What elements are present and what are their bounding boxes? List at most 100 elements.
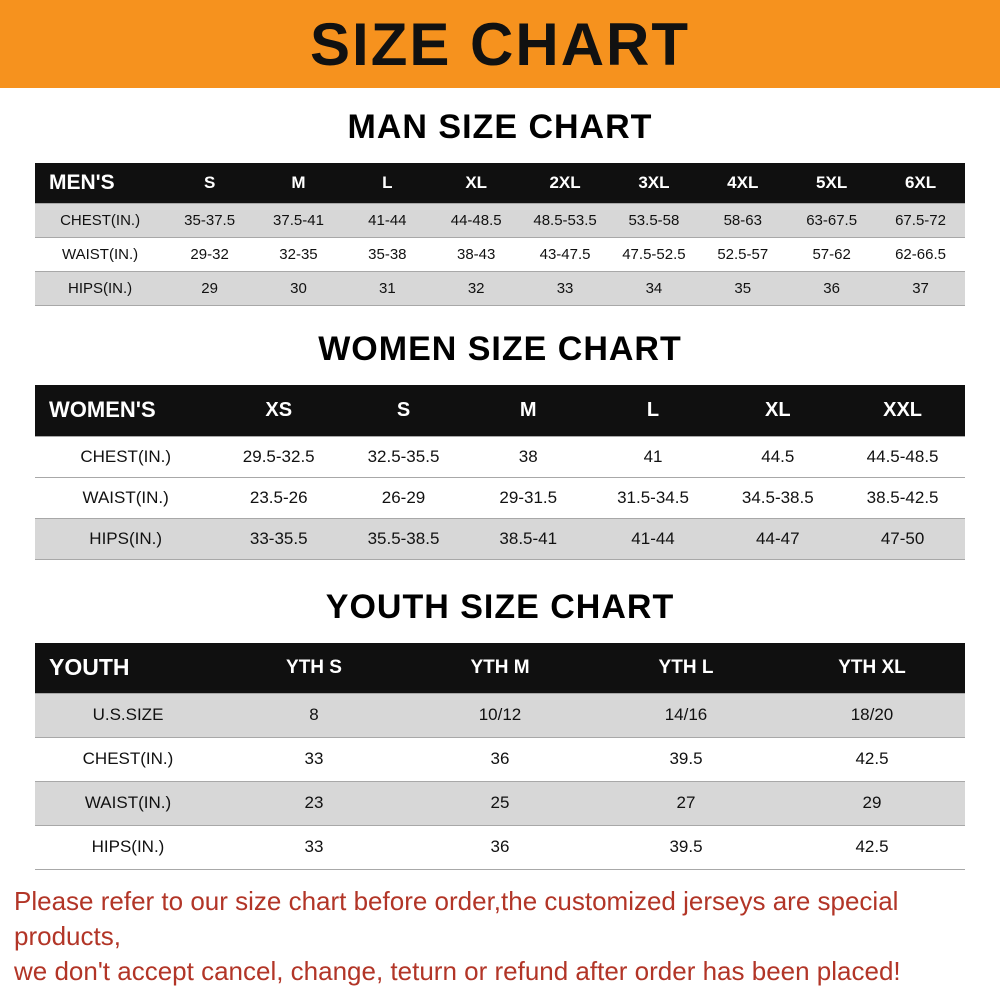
size-value: 33 bbox=[304, 837, 324, 856]
women-section-title: WOMEN SIZE CHART bbox=[318, 329, 682, 368]
size-value: 31.5-34.5 bbox=[617, 488, 689, 507]
size-value: 52.5-57 bbox=[717, 245, 769, 263]
size-value: 29-31.5 bbox=[499, 488, 558, 507]
row-label: HIPS(IN.) bbox=[91, 837, 165, 856]
row-label: CHEST(IN.) bbox=[60, 211, 141, 229]
footer-note: Please refer to our size chart before or… bbox=[14, 884, 1000, 989]
size-value: 29-32 bbox=[190, 245, 229, 263]
man-section-title: MAN SIZE CHART bbox=[347, 108, 653, 146]
size-value: 63-67.5 bbox=[806, 211, 858, 229]
size-value: 33 bbox=[304, 749, 324, 768]
row-label: CHEST(IN.) bbox=[80, 447, 171, 466]
size-value: 44.5 bbox=[761, 447, 795, 466]
table-row: HIPS(IN.) 33-35.5 35.5-38.5 38.5-41 41-44 44-… bbox=[35, 518, 965, 560]
table-row: CHEST(IN.) 29.5-32.5 32.5-35.5 38 41 44.5 44.5… bbox=[35, 436, 965, 478]
size-value: 33 bbox=[556, 279, 574, 297]
size-value: 58-63 bbox=[723, 211, 762, 229]
size-value: 38.5-41 bbox=[499, 529, 558, 548]
table-row: U.S.SIZE 8 10/12 14/16 18/20 bbox=[35, 693, 965, 737]
size-value: 29.5-32.5 bbox=[242, 447, 315, 466]
size-column-header: YTH XL bbox=[838, 656, 906, 678]
table-row: WAIST(IN.) 29-32 32-35 35-38 38-43 43-47.5 47.… bbox=[35, 237, 965, 271]
size-column-header: XL bbox=[765, 398, 791, 421]
size-chart-banner: SIZE CHART bbox=[0, 0, 1000, 88]
size-value: 23 bbox=[304, 793, 324, 812]
size-value: 35.5-38.5 bbox=[367, 529, 440, 548]
size-value: 34 bbox=[645, 279, 663, 297]
size-value: 39.5 bbox=[669, 837, 703, 856]
size-column-header: 6XL bbox=[904, 172, 937, 192]
size-column-header: XL bbox=[465, 172, 488, 192]
table-row: WAIST(IN.) 23.5-26 26-29 29-31.5 31.5-34.5 34… bbox=[35, 477, 965, 519]
size-value: 10/12 bbox=[478, 705, 522, 724]
size-column-header: S bbox=[203, 172, 216, 192]
size-value: 47-50 bbox=[880, 529, 925, 548]
size-value: 38-43 bbox=[457, 245, 496, 263]
table-row: CHEST(IN.) 35-37.5 37.5-41 41-44 44-48.5 48.5… bbox=[35, 203, 965, 237]
size-value: 44-47 bbox=[756, 529, 800, 548]
size-value: 42.5 bbox=[855, 749, 889, 768]
table-category-header: MEN'S bbox=[49, 170, 115, 194]
size-column-header: 3XL bbox=[638, 172, 670, 192]
size-value: 42.5 bbox=[855, 837, 889, 856]
women-size-table: WOMEN'S XS S M L XL XXL CHEST(IN.) 29.5-32.5 32.5… bbox=[35, 384, 965, 560]
table-header-row: WOMEN'S XS S M L XL XXL bbox=[35, 384, 965, 437]
size-column-header: L bbox=[646, 398, 660, 421]
size-value: 27 bbox=[676, 793, 696, 812]
table-row: CHEST(IN.) 33 36 39.5 42.5 bbox=[35, 737, 965, 781]
size-value: 14/16 bbox=[664, 705, 708, 724]
man-size-table: MEN'S S M L XL 2XL 3XL 4XL 5XL 6XL CHEST(IN.) 35-37… bbox=[35, 163, 965, 306]
size-value: 36 bbox=[823, 279, 840, 297]
size-value: 32.5-35.5 bbox=[367, 447, 440, 466]
footer-note-line-1: Please refer to our size chart before or… bbox=[14, 885, 899, 951]
size-value: 41 bbox=[643, 447, 663, 466]
size-value: 29 bbox=[862, 793, 882, 812]
size-column-header: S bbox=[396, 398, 411, 421]
size-value: 32 bbox=[467, 279, 485, 297]
size-column-header: XXL bbox=[883, 398, 923, 421]
size-value: 44-48.5 bbox=[450, 211, 502, 229]
size-value: 44.5-48.5 bbox=[866, 447, 939, 466]
row-label: U.S.SIZE bbox=[92, 705, 164, 724]
size-value: 38 bbox=[518, 447, 538, 466]
size-value: 31 bbox=[378, 279, 396, 297]
size-value: 57-62 bbox=[812, 245, 851, 263]
size-value: 39.5 bbox=[669, 749, 703, 768]
size-column-header: 5XL bbox=[816, 172, 848, 192]
size-value: 41-44 bbox=[631, 529, 675, 548]
size-value: 29 bbox=[201, 279, 218, 297]
table-category-header: WOMEN'S bbox=[49, 397, 156, 423]
size-column-header: YTH S bbox=[286, 656, 342, 678]
size-column-header: M bbox=[519, 398, 537, 421]
footer-note-line-2: we don't accept cancel, change, teturn o… bbox=[14, 955, 901, 986]
size-value: 36 bbox=[490, 749, 510, 768]
table-row: WAIST(IN.) 23 25 27 29 bbox=[35, 781, 965, 825]
size-value: 34.5-38.5 bbox=[741, 488, 814, 507]
size-value: 30 bbox=[290, 279, 307, 297]
row-label: WAIST(IN.) bbox=[82, 488, 169, 507]
size-value: 23.5-26 bbox=[249, 488, 308, 507]
size-value: 8 bbox=[309, 705, 319, 724]
size-value: 37.5-41 bbox=[273, 211, 324, 229]
table-row: HIPS(IN.) 29 30 31 32 33 34 35 36 37 bbox=[35, 271, 965, 305]
size-column-header: 4XL bbox=[727, 172, 759, 192]
size-value: 62-66.5 bbox=[895, 245, 946, 263]
size-column-header: YTH M bbox=[470, 656, 530, 678]
size-value: 33-35.5 bbox=[249, 529, 308, 548]
size-value: 53.5-58 bbox=[628, 211, 680, 229]
size-value: 48.5-53.5 bbox=[533, 211, 597, 229]
size-value: 37 bbox=[912, 279, 929, 297]
size-value: 35-37.5 bbox=[184, 211, 236, 229]
size-column-header: L bbox=[382, 172, 393, 192]
size-column-header: 2XL bbox=[549, 172, 581, 192]
size-value: 35 bbox=[734, 279, 752, 297]
size-column-header: XS bbox=[265, 398, 293, 421]
row-label: WAIST(IN.) bbox=[84, 793, 172, 812]
row-label: CHEST(IN.) bbox=[82, 749, 174, 768]
size-value: 26-29 bbox=[381, 488, 426, 507]
size-value: 67.5-72 bbox=[895, 211, 946, 229]
size-column-header: YTH L bbox=[658, 656, 714, 678]
size-value: 35-38 bbox=[368, 245, 407, 263]
size-value: 41-44 bbox=[368, 211, 407, 229]
size-value: 32-35 bbox=[279, 245, 318, 263]
